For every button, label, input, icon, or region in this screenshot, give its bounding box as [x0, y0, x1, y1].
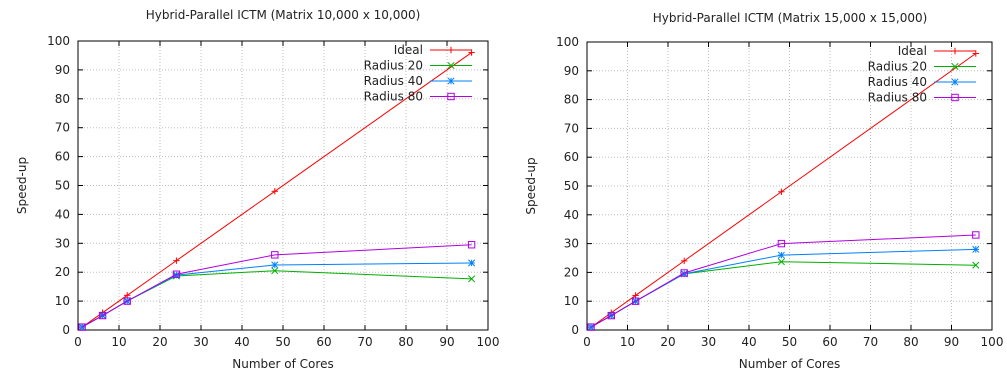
chart-1-title: Hybrid-Parallel ICTM (Matrix 10,000 x 10…: [146, 8, 421, 22]
chart-1-point: [271, 251, 279, 259]
chart-1: Hybrid-Parallel ICTM (Matrix 10,000 x 10…: [15, 8, 499, 371]
chart-1-ytick-label: 50: [55, 179, 70, 193]
chart-2-xlabel: Number of Cores: [739, 357, 840, 371]
chart-2-legend-label: Ideal: [898, 44, 927, 58]
chart-2-ytick-label: 30: [564, 237, 579, 251]
chart-2-point: [631, 297, 640, 305]
chart-2-legend-label: Radius 40: [868, 75, 927, 89]
chart-1-xtick-label: 20: [152, 335, 167, 349]
chart-2-xtick-label: 70: [863, 335, 878, 349]
chart-2-point-d2: [972, 245, 980, 253]
chart-1-xtick-label: 10: [111, 335, 126, 349]
chart-2-ytick-label: 60: [564, 150, 579, 164]
chart-1-xtick-label: 100: [477, 335, 500, 349]
chart-2-xtick-label: 40: [741, 335, 756, 349]
chart-2-xtick-label: 50: [782, 335, 797, 349]
chart-2-xtick-label: 60: [822, 335, 837, 349]
chart-1-point: [123, 297, 131, 305]
chart-2-point: [680, 269, 688, 277]
chart-2-point: [777, 239, 786, 248]
chart-2-legend-marker-d2: [951, 78, 959, 86]
chart-1-xtick-label: 40: [234, 335, 249, 349]
chart-1-series-line: [81, 270, 472, 328]
chart-1-legend-label: Radius 20: [364, 59, 423, 73]
chart-1-legend-marker-d2: [447, 77, 455, 85]
chart-1-point: [172, 270, 181, 278]
chart-2-ytick-label: 100: [556, 35, 579, 49]
chart-1-legend-marker-b: [447, 61, 455, 70]
chart-1-xtick-label: 70: [357, 335, 372, 349]
chart-1-point-d2: [468, 259, 476, 267]
chart-2-point-b: [972, 261, 980, 269]
chart-2-xtick-label: 0: [583, 335, 591, 349]
chart-1-legend-label: Radius 40: [364, 74, 423, 88]
chart-1-legend-label: Radius 80: [364, 90, 423, 104]
chart-1-point: [467, 241, 476, 249]
chart-1-ytick-label: 10: [55, 294, 70, 308]
chart-2-ytick-label: 80: [564, 93, 579, 107]
chart-2-series-line: [590, 261, 976, 328]
chart-2-legend-marker: [951, 93, 959, 102]
chart-2-ylabel: Speed-up: [524, 157, 538, 214]
chart-1-xtick-label: 0: [74, 335, 82, 349]
chart-2-point-b: [777, 258, 785, 266]
chart-2-ytick-label: 10: [564, 294, 579, 308]
chart-2: Hybrid-Parallel ICTM (Matrix 15,000 x 15…: [524, 11, 1003, 371]
chart-2-xtick-label: 90: [944, 335, 959, 349]
chart-2-ytick-label: 20: [564, 265, 579, 279]
chart-2-xtick-label: 100: [981, 335, 1004, 349]
chart-2-ytick-label: 50: [564, 179, 579, 193]
chart-1-xtick-label: 90: [439, 335, 454, 349]
chart-2-series-line: [590, 248, 976, 328]
chart-2-legend-marker-b: [951, 62, 959, 71]
chart-1-legend-label: Ideal: [394, 43, 423, 57]
chart-2-series-radius-80: [587, 231, 980, 331]
chart-2-point: [607, 311, 615, 320]
chart-1-xtick-label: 50: [275, 335, 290, 349]
chart-2-ytick-label: 70: [564, 121, 579, 135]
chart-2-point-d2: [777, 251, 785, 259]
chart-1-series-radius-80: [78, 241, 476, 331]
chart-1-ytick-label: 100: [47, 34, 70, 48]
chart-1-point-d2: [271, 261, 279, 269]
chart-2-ytick-label: 0: [571, 323, 579, 337]
chart-2-title: Hybrid-Parallel ICTM (Matrix 15,000 x 15…: [653, 11, 928, 25]
chart-1-ytick-label: 0: [62, 323, 70, 337]
chart-2-legend-label: Radius 80: [868, 91, 927, 105]
chart-1-point-b: [468, 275, 476, 283]
chart-1-point: [78, 323, 86, 331]
chart-1-ytick-label: 40: [55, 207, 70, 221]
chart-2-ytick-label: 40: [564, 208, 579, 222]
chart-1-xtick-label: 30: [193, 335, 208, 349]
chart-1-ytick-label: 70: [55, 121, 70, 135]
chart-1-series-radius-20: [78, 267, 476, 331]
chart-2-point: [972, 231, 980, 239]
chart-1-legend-marker: [447, 92, 455, 101]
chart-2-xtick-label: 10: [620, 335, 635, 349]
chart-1-xtick-label: 80: [398, 335, 413, 349]
chart-2-series-line: [590, 234, 976, 328]
chart-1-xlabel: Number of Cores: [232, 357, 333, 371]
chart-1-ytick-label: 90: [55, 63, 70, 77]
chart-1-ytick-label: 60: [55, 150, 70, 164]
chart-2-xtick-label: 80: [903, 335, 918, 349]
chart-2-legend-label: Radius 20: [868, 60, 927, 74]
chart-1-ytick-label: 80: [55, 92, 70, 106]
chart-2-point: [587, 323, 595, 331]
chart-2-xtick-label: 30: [701, 335, 716, 349]
chart-1-ytick-label: 30: [55, 236, 70, 250]
chart-1-ytick-label: 20: [55, 265, 70, 279]
chart-1-point-b: [271, 267, 279, 275]
chart-2-xtick-label: 20: [660, 335, 675, 349]
chart-1-point: [98, 311, 107, 320]
chart-1-xtick-label: 60: [316, 335, 331, 349]
chart-1-ylabel: Speed-up: [15, 157, 29, 214]
chart-2-ytick-label: 90: [564, 64, 579, 78]
